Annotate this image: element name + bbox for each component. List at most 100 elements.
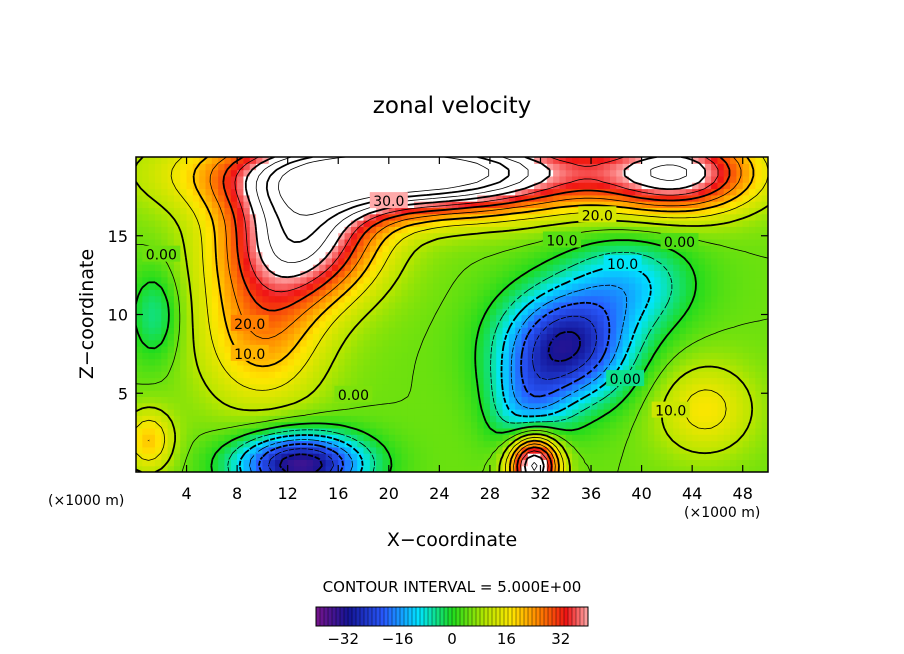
heat-cell <box>268 352 276 360</box>
heat-cell <box>395 245 403 253</box>
heat-cell <box>395 238 403 246</box>
heat-cell <box>685 308 693 316</box>
heat-cell <box>641 207 649 215</box>
heat-cell <box>199 320 207 328</box>
plot-area: 30.020.010.0 0.0010.00.0020.010.00.000.00… <box>135 156 769 473</box>
heat-cell <box>692 453 700 460</box>
heat-cell <box>192 459 200 467</box>
heat-cell <box>186 201 194 208</box>
heat-cell <box>357 188 365 196</box>
heat-cell <box>230 201 238 208</box>
heat-cell <box>136 220 143 227</box>
heat-cell <box>717 327 725 334</box>
heat-cell <box>641 415 649 423</box>
heat-cell <box>224 383 232 391</box>
heat-cell <box>237 238 245 246</box>
heat-cell <box>420 320 428 328</box>
heat-cell <box>515 358 523 366</box>
heat-cell <box>199 169 207 177</box>
heat-cell <box>148 207 156 215</box>
heat-cell <box>312 396 320 404</box>
heat-cell <box>275 339 282 347</box>
heat-cell <box>275 220 282 227</box>
heat-cell <box>685 371 693 379</box>
heat-cell <box>199 364 207 372</box>
heat-cell <box>679 459 687 467</box>
heat-cell <box>521 257 529 265</box>
heat-cell <box>256 371 263 379</box>
heat-cell <box>540 364 548 372</box>
heat-cell <box>559 402 567 410</box>
heat-cell <box>439 232 447 240</box>
heat-cell <box>540 346 548 353</box>
heat-cell <box>407 352 415 360</box>
heat-cell <box>230 245 238 253</box>
heat-cell <box>679 301 687 309</box>
heat-cell <box>211 182 219 190</box>
heat-cell <box>154 327 162 334</box>
heat-cell <box>154 333 162 341</box>
heat-cell <box>426 453 434 460</box>
heat-cell <box>496 396 504 404</box>
heat-cell <box>211 421 219 429</box>
heat-cell <box>452 207 459 215</box>
heat-cell <box>420 163 428 171</box>
heat-cell <box>496 283 504 290</box>
heat-cell <box>692 327 700 334</box>
heat-cell <box>635 453 643 460</box>
heat-cell <box>363 188 371 196</box>
heat-cell <box>761 194 768 202</box>
heat-cell <box>458 364 466 372</box>
heat-cell <box>704 352 712 360</box>
heat-cell <box>591 339 598 347</box>
heat-cell <box>445 346 453 353</box>
heat-cell <box>685 226 693 234</box>
heat-cell <box>350 440 358 448</box>
heat-cell <box>192 377 200 385</box>
heat-cell <box>610 194 617 202</box>
heat-cell <box>262 453 270 460</box>
heat-cell <box>553 346 561 353</box>
heat-cell <box>749 264 756 271</box>
heat-cell <box>508 308 516 316</box>
heat-cell <box>300 371 308 379</box>
heat-cell <box>262 194 270 202</box>
heat-cell <box>685 257 693 265</box>
heat-cell <box>256 358 263 366</box>
heat-cell <box>591 358 598 366</box>
heat-cell <box>515 371 523 379</box>
heat-cell <box>142 446 150 454</box>
heat-cell <box>275 459 282 467</box>
heat-cell <box>452 421 459 429</box>
heat-cell <box>445 320 453 328</box>
heat-cell <box>180 440 188 448</box>
heat-cell <box>180 276 188 284</box>
heat-cell <box>407 213 415 221</box>
heat-cell <box>142 308 150 316</box>
heat-cell <box>268 264 276 271</box>
heat-cell <box>395 409 403 416</box>
heat-cell <box>635 157 643 164</box>
heat-cell <box>407 169 415 177</box>
heat-cell <box>559 194 567 202</box>
heat-cell <box>211 453 219 460</box>
heat-cell <box>565 194 573 202</box>
heat-cell <box>502 358 510 366</box>
heat-cell <box>730 390 737 397</box>
heat-cell <box>306 409 314 416</box>
heat-cell <box>742 220 750 227</box>
heat-cell <box>161 213 169 221</box>
heat-cell <box>205 276 213 284</box>
heat-cell <box>628 390 636 397</box>
heat-cell <box>597 201 605 208</box>
heat-cell <box>508 459 516 467</box>
heat-cell <box>445 371 453 379</box>
heat-cell <box>287 245 295 253</box>
heat-cell <box>452 213 459 221</box>
heat-cell <box>622 169 630 177</box>
heat-cell <box>597 377 605 385</box>
heat-cell <box>685 415 693 423</box>
heat-cell <box>622 289 630 297</box>
heat-cell <box>186 320 194 328</box>
heat-cell <box>496 264 504 271</box>
